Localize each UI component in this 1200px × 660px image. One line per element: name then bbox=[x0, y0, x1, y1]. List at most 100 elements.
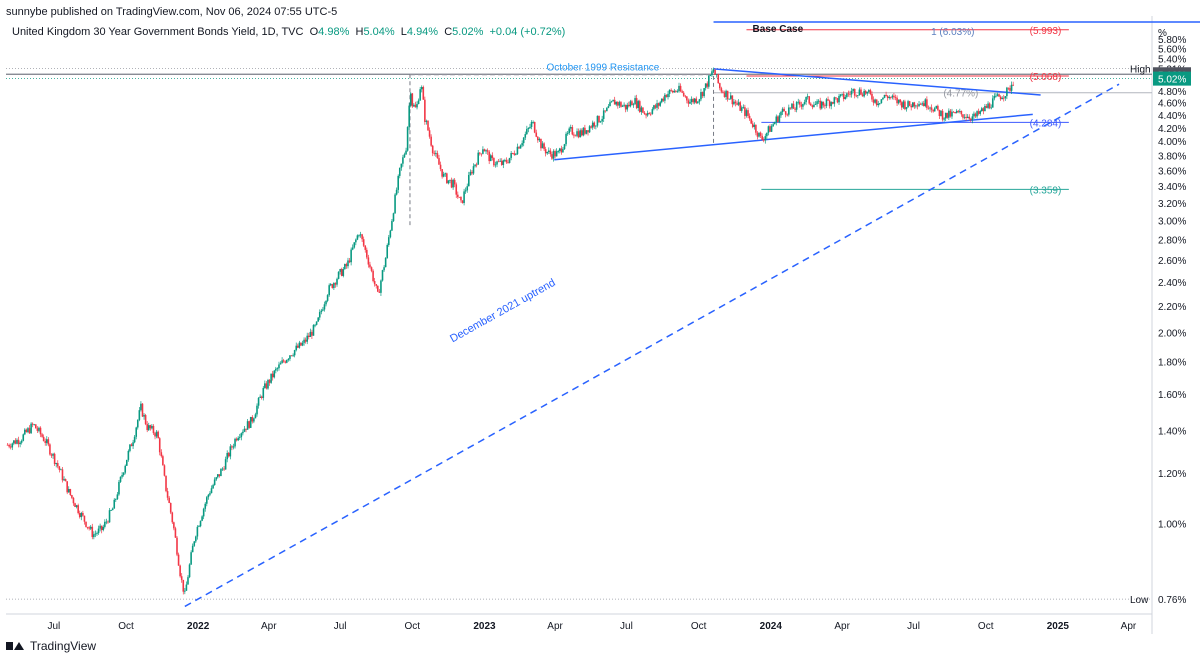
candle-body bbox=[1009, 88, 1011, 91]
candle-body bbox=[988, 103, 991, 108]
candle-body bbox=[949, 110, 952, 117]
candle-body bbox=[587, 130, 589, 133]
symbol-name: United Kingdom 30 Year Government Bonds … bbox=[12, 26, 304, 38]
candle-body bbox=[315, 321, 318, 325]
candle-body bbox=[11, 443, 14, 448]
candle-body bbox=[381, 270, 384, 281]
candle-body bbox=[571, 127, 574, 135]
candle-body bbox=[879, 103, 881, 104]
candle-body bbox=[348, 260, 351, 263]
y-tick-label: 3.00% bbox=[1158, 217, 1186, 228]
x-tick-label: Oct bbox=[691, 621, 707, 632]
candle-body bbox=[718, 83, 721, 89]
candle-body bbox=[489, 155, 492, 162]
candle-body bbox=[227, 452, 230, 457]
candle-body bbox=[163, 465, 166, 476]
candle-body bbox=[706, 83, 709, 87]
low-label: L bbox=[400, 26, 407, 38]
candle-body bbox=[458, 196, 461, 198]
candle-body bbox=[408, 105, 410, 127]
candle-body bbox=[295, 345, 298, 351]
candle-body bbox=[47, 439, 50, 445]
x-tick-label: 2025 bbox=[1047, 621, 1070, 632]
candle-body bbox=[841, 93, 843, 95]
candle-body bbox=[941, 110, 944, 120]
candle-body bbox=[55, 463, 58, 465]
candle-body bbox=[799, 101, 801, 105]
candle-body bbox=[130, 444, 133, 447]
candle-body bbox=[322, 309, 324, 311]
candle-body bbox=[298, 342, 301, 348]
candle-body bbox=[469, 171, 472, 176]
candle-body bbox=[606, 107, 608, 112]
candle-body bbox=[900, 102, 903, 108]
candle-body bbox=[336, 278, 338, 285]
candle-body bbox=[991, 98, 994, 108]
candle-body bbox=[38, 427, 40, 431]
candle-body bbox=[827, 99, 829, 101]
candle-body bbox=[61, 469, 64, 481]
candle-body bbox=[115, 499, 117, 500]
candle-body bbox=[916, 105, 919, 107]
candle-body bbox=[20, 440, 23, 443]
candle-body bbox=[1007, 87, 1010, 89]
candle-body bbox=[709, 75, 712, 76]
candle-body bbox=[188, 564, 191, 578]
candle-body bbox=[265, 383, 268, 389]
candle-body bbox=[367, 257, 370, 265]
candle-body bbox=[386, 244, 389, 259]
candle-body bbox=[742, 107, 745, 109]
candle-body bbox=[502, 160, 505, 165]
candle-body bbox=[646, 113, 649, 116]
candle-body bbox=[125, 459, 128, 466]
candle-body bbox=[740, 107, 743, 111]
candle-body bbox=[157, 431, 159, 439]
candle-body bbox=[52, 453, 54, 456]
candle-body bbox=[549, 150, 552, 155]
candle-body bbox=[910, 105, 912, 108]
candle-body bbox=[290, 355, 293, 357]
candle-body bbox=[632, 104, 635, 106]
candle-body bbox=[206, 497, 208, 504]
candle-body bbox=[33, 424, 36, 426]
candle-body bbox=[869, 90, 872, 94]
candle-body bbox=[537, 136, 539, 141]
candle-body bbox=[654, 105, 657, 108]
candle-body bbox=[80, 512, 83, 518]
candle-body bbox=[276, 368, 279, 370]
y-tick-label: 2.80% bbox=[1158, 236, 1186, 247]
candle-body bbox=[529, 126, 531, 128]
candle-body bbox=[268, 380, 271, 383]
candle-body bbox=[846, 93, 848, 98]
candle-body bbox=[759, 132, 762, 136]
candle-body bbox=[954, 112, 956, 114]
candle-body bbox=[962, 114, 964, 118]
candle-body bbox=[629, 101, 632, 107]
candle-body bbox=[527, 127, 530, 130]
candle-body bbox=[242, 431, 244, 434]
candle-body bbox=[617, 101, 619, 106]
candle-body bbox=[811, 105, 814, 108]
candle-body bbox=[42, 436, 45, 442]
candle-body bbox=[838, 95, 840, 103]
candle-body bbox=[201, 516, 203, 521]
candle-body bbox=[253, 418, 255, 422]
candle-body bbox=[6, 444, 9, 446]
candle-body bbox=[758, 132, 760, 137]
candle-body bbox=[882, 97, 884, 100]
candle-body bbox=[414, 104, 417, 108]
candle-body bbox=[530, 122, 533, 127]
candle-body bbox=[66, 481, 68, 493]
candle-body bbox=[789, 107, 792, 109]
candle-body bbox=[431, 145, 434, 154]
candle-body bbox=[770, 126, 773, 132]
candle-body bbox=[215, 477, 218, 480]
candle-body bbox=[919, 104, 922, 105]
high-tag: High bbox=[1130, 64, 1151, 75]
candle-body bbox=[637, 101, 640, 109]
candle-body bbox=[866, 91, 869, 94]
candle-body bbox=[836, 98, 839, 103]
candle-body bbox=[416, 103, 418, 108]
candle-body bbox=[461, 200, 464, 204]
